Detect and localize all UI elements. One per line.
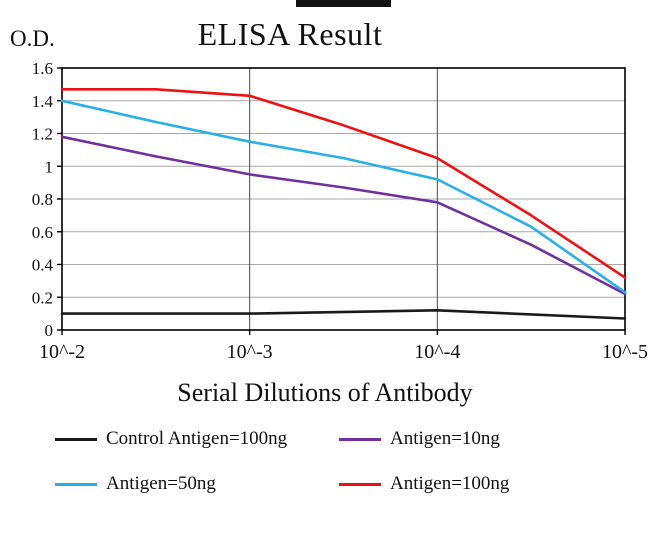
legend-swatch [339,482,381,486]
legend-swatch [55,482,97,486]
legend-item-antigen-10ng: Antigen=10ng [339,428,615,450]
legend-label: Antigen=50ng [106,473,216,494]
y-tick-label: 0.2 [32,288,53,307]
y-axis-title: O.D. [10,26,55,51]
x-tick-label: 10^-4 [414,341,460,363]
y-tick-label: 1 [45,157,54,176]
legend-item-antigen-100ng: Antigen=100ng [339,473,615,495]
legend-swatch [339,437,381,441]
y-tick-label: 0.8 [32,190,53,209]
chart-title: ELISA Result [197,16,383,52]
y-tick-label: 0.4 [32,256,54,275]
legend-label: Antigen=100ng [390,473,510,494]
legend-swatch [55,437,97,441]
y-tick-label: 1.2 [32,125,53,144]
y-tick-label: 1.4 [32,92,54,111]
plot-svg: 0 0.2 0.4 0.6 0.8 1 1.2 1.4 1.6 10^-2 10^-3 10^-4 10… [32,60,648,363]
y-tick-label: 0 [45,321,54,340]
x-axis-title: Serial Dilutions of Antibody [177,378,473,407]
cropped-image-artifact [296,0,391,7]
y-tick-label: 1.6 [32,60,53,78]
legend: Control Antigen=100ng Antigen=10ng Antig… [55,428,615,495]
series-line-3 [60,87,627,279]
legend-item-antigen-50ng: Antigen=50ng [55,473,339,495]
legend-item-control-antigen-100ng: Control Antigen=100ng [55,428,339,450]
legend-label: Control Antigen=100ng [106,428,288,449]
series-line-1 [60,135,627,296]
x-tick-label: 10^-3 [227,341,273,363]
y-tick-label: 0.6 [32,223,53,242]
series-line-0 [60,309,627,320]
series-line-2 [60,99,627,294]
x-tick-label: 10^-2 [39,341,85,363]
x-tick-label: 10^-5 [602,341,648,363]
legend-label: Antigen=10ng [390,428,500,449]
